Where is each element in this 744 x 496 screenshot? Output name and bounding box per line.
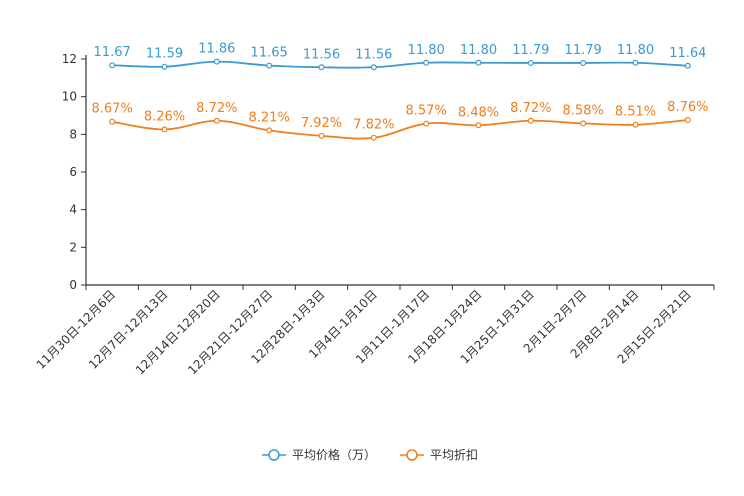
data-point bbox=[266, 127, 273, 134]
data-label: 11.80 bbox=[408, 43, 445, 58]
data-point bbox=[423, 120, 430, 127]
data-label: 8.21% bbox=[249, 110, 290, 125]
data-point bbox=[213, 58, 220, 65]
data-point bbox=[527, 59, 534, 66]
data-label: 8.57% bbox=[406, 104, 447, 119]
data-point bbox=[266, 62, 273, 69]
data-point bbox=[161, 126, 168, 133]
legend: 平均价格（万） 平均折扣 bbox=[262, 447, 478, 462]
data-point bbox=[475, 122, 482, 129]
data-label: 8.51% bbox=[615, 105, 656, 120]
data-label: 11.65 bbox=[251, 46, 288, 61]
data-point bbox=[632, 121, 639, 128]
data-label: 8.48% bbox=[458, 105, 499, 120]
data-label: 11.79 bbox=[512, 43, 549, 58]
legend-marker-icon bbox=[268, 449, 280, 461]
data-label: 11.56 bbox=[355, 47, 392, 62]
y-tick-label: 0 bbox=[69, 278, 77, 292]
series-layer: 11.67 11.59 11.86 11.65 11.56 11.56 11.80 11.80… bbox=[92, 42, 708, 141]
legend-marker-icon bbox=[406, 449, 418, 461]
legend-item-avg-discount[interactable]: 平均折扣 bbox=[400, 447, 478, 462]
y-axis: 0 2 4 6 8 10 12 bbox=[62, 52, 87, 292]
data-point bbox=[527, 117, 534, 124]
data-label: 7.82% bbox=[353, 118, 394, 133]
data-point bbox=[684, 62, 691, 69]
data-label: 8.67% bbox=[92, 102, 133, 117]
data-label: 8.72% bbox=[510, 101, 551, 116]
series-avg-price: 11.67 11.59 11.86 11.65 11.56 11.56 11.80 11.80… bbox=[94, 42, 706, 71]
series-avg-discount: 8.67% 8.26% 8.72% 8.21% 7.92% 7.82% 8.57% 8.48%… bbox=[92, 100, 708, 141]
data-label: 11.80 bbox=[460, 43, 497, 58]
y-tick-label: 12 bbox=[62, 52, 77, 66]
data-label: 11.59 bbox=[146, 47, 183, 62]
series-line bbox=[112, 60, 688, 69]
data-point bbox=[684, 117, 691, 124]
data-point bbox=[109, 118, 116, 125]
legend-label: 平均价格（万） bbox=[292, 447, 376, 462]
data-point bbox=[109, 62, 116, 69]
data-point bbox=[161, 63, 168, 70]
data-label: 8.72% bbox=[196, 101, 237, 116]
x-axis: 11月30日-12月6日12月7日-12月13日12月14日-12月20日12月… bbox=[34, 284, 715, 377]
data-point bbox=[632, 59, 639, 66]
y-tick-label: 2 bbox=[69, 240, 77, 254]
data-label: 11.64 bbox=[669, 46, 706, 61]
data-label: 8.76% bbox=[667, 100, 708, 115]
series-line bbox=[112, 119, 688, 140]
data-point bbox=[213, 117, 220, 124]
data-point bbox=[475, 59, 482, 66]
data-point bbox=[370, 64, 377, 71]
data-label: 11.67 bbox=[94, 45, 131, 60]
data-point bbox=[580, 59, 587, 66]
data-point bbox=[318, 132, 325, 139]
data-label: 11.56 bbox=[303, 47, 340, 62]
data-label: 8.58% bbox=[563, 103, 604, 118]
y-tick-label: 6 bbox=[69, 165, 77, 179]
data-label: 11.86 bbox=[198, 42, 235, 57]
data-label: 11.79 bbox=[565, 43, 602, 58]
y-tick-label: 8 bbox=[69, 127, 77, 141]
legend-item-avg-price[interactable]: 平均价格（万） bbox=[262, 447, 376, 462]
y-tick-label: 4 bbox=[69, 203, 77, 217]
data-point bbox=[580, 120, 587, 127]
legend-label: 平均折扣 bbox=[430, 447, 478, 462]
data-point bbox=[318, 64, 325, 71]
data-point bbox=[423, 59, 430, 66]
data-label: 7.92% bbox=[301, 116, 342, 131]
y-tick-label: 10 bbox=[62, 90, 77, 104]
data-label: 11.80 bbox=[617, 43, 654, 58]
data-label: 8.26% bbox=[144, 109, 185, 124]
data-point bbox=[370, 134, 377, 141]
